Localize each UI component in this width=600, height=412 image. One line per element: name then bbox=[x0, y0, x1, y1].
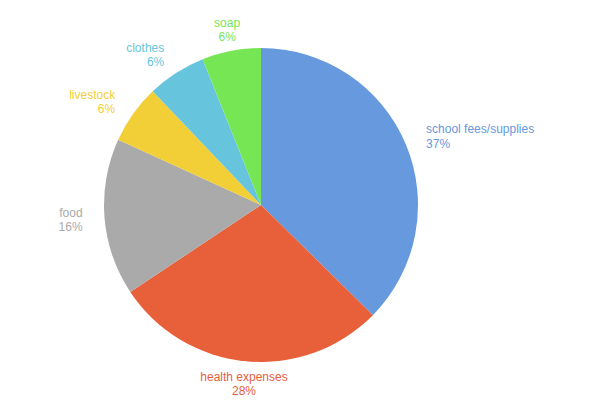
svg-text:livestock6%: livestock6% bbox=[69, 88, 116, 116]
svg-text:school fees/supplies37%: school fees/supplies37% bbox=[426, 122, 534, 150]
svg-text:food16%: food16% bbox=[59, 206, 83, 234]
svg-text:clothes6%: clothes6% bbox=[126, 41, 164, 69]
svg-text:health expenses28%: health expenses28% bbox=[200, 370, 287, 398]
svg-text:soap6%: soap6% bbox=[214, 16, 240, 44]
